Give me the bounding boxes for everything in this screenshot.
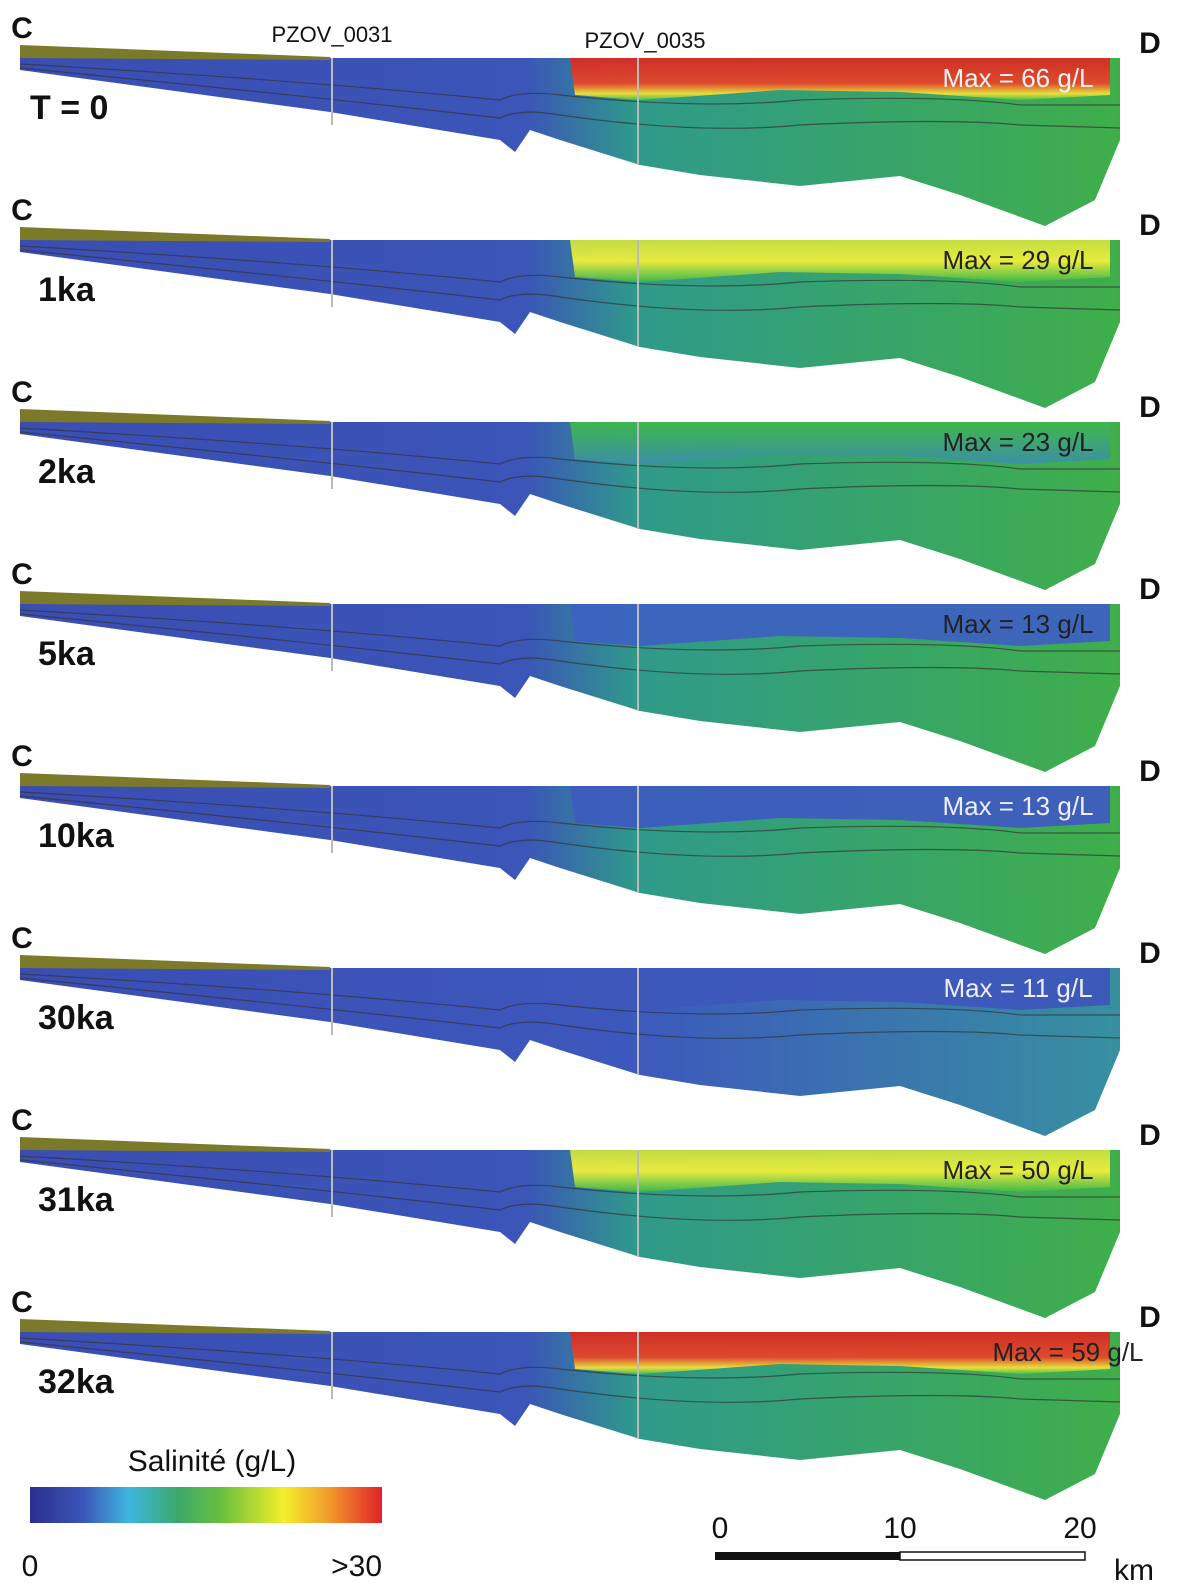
max-salinity: Max = 13 g/L [942, 609, 1093, 639]
layer-boundary [19, 245, 1120, 288]
time-label: 32ka [38, 1363, 115, 1401]
section-panel: C D 5ka Max = 13 g/L [11, 558, 1161, 772]
well-label: PZOV_0031 [271, 22, 392, 47]
layer-boundary [19, 427, 1120, 470]
time-label: 30ka [38, 999, 115, 1037]
layer-boundary [19, 1155, 1120, 1198]
time-label: 5ka [38, 635, 96, 673]
scale-bar [715, 1552, 900, 1560]
layer-boundary [19, 795, 1121, 857]
section-domain [20, 604, 1120, 772]
saline-zone [570, 58, 1110, 100]
section-end-label: D [1139, 391, 1161, 424]
legend-title: Salinité (g/L) [128, 1445, 296, 1478]
surface-layer [20, 773, 330, 788]
saline-zone [570, 240, 1110, 282]
saline-zone [570, 1332, 1110, 1374]
surface-layer [20, 1137, 330, 1152]
layer-boundary [19, 249, 1121, 311]
section-panel: C D 31ka Max = 50 g/L [11, 1104, 1161, 1318]
section-start-label: C [11, 922, 33, 955]
surface-layer [20, 591, 330, 606]
layer-boundary [19, 977, 1121, 1039]
legend-min: 0 [22, 1550, 39, 1583]
section-panel: C D 32ka Max = 59 g/L [11, 1286, 1161, 1500]
scale-label: 10 [883, 1512, 916, 1545]
section-panel: C D 1ka Max = 29 g/L [11, 194, 1161, 408]
section-start-label: C [11, 12, 33, 45]
saline-zone [570, 422, 1110, 464]
section-panel: C D 30ka Max = 11 g/L [11, 922, 1161, 1136]
layer-boundary [19, 609, 1120, 652]
section-start-label: C [11, 194, 33, 227]
section-end-label: D [1139, 937, 1161, 970]
section-domain [20, 968, 1120, 1136]
time-label: 1ka [38, 271, 96, 309]
section-end-label: D [1139, 209, 1161, 242]
colorbar [30, 1487, 382, 1523]
layer-boundary [19, 1159, 1121, 1221]
max-salinity: Max = 59 g/L [992, 1337, 1143, 1367]
section-panel: C D T = 0 Max = 66 g/L [11, 12, 1161, 226]
scale-bar [899, 1551, 1086, 1561]
scale-label: 0 [712, 1512, 729, 1545]
time-label: 2ka [38, 453, 96, 491]
surface-layer [20, 45, 330, 60]
max-salinity: Max = 13 g/L [942, 791, 1093, 821]
saline-zone [570, 1150, 1110, 1192]
layer-boundary [19, 431, 1121, 493]
time-label: T = 0 [30, 89, 108, 127]
max-salinity: Max = 11 g/L [943, 973, 1092, 1003]
layer-boundary [19, 613, 1121, 675]
well-label: PZOV_0035 [584, 28, 705, 53]
section-panel: C D 2ka Max = 23 g/L [11, 376, 1161, 590]
section-start-label: C [11, 1104, 33, 1137]
section-end-label: D [1139, 1119, 1161, 1152]
max-salinity: Max = 50 g/L [942, 1155, 1093, 1185]
section-start-label: C [11, 376, 33, 409]
surface-layer [20, 955, 330, 970]
max-salinity: Max = 29 g/L [942, 245, 1093, 275]
section-domain [20, 240, 1120, 408]
section-start-label: C [11, 1286, 33, 1319]
section-domain [20, 1150, 1120, 1318]
max-salinity: Max = 66 g/L [942, 63, 1093, 93]
time-label: 31ka [38, 1181, 115, 1219]
section-end-label: D [1139, 1301, 1161, 1334]
layer-boundary [19, 67, 1121, 129]
max-salinity: Max = 23 g/L [942, 427, 1093, 457]
layer-boundary [19, 791, 1120, 834]
surface-layer [20, 227, 330, 242]
section-start-label: C [11, 558, 33, 591]
saline-zone [570, 968, 1110, 1010]
layer-boundary [19, 1341, 1121, 1403]
surface-layer [20, 1319, 330, 1334]
layer-boundary [19, 973, 1120, 1016]
section-end-label: D [1139, 27, 1161, 60]
section-domain [20, 422, 1120, 590]
scale-label: 20 [1063, 1512, 1096, 1545]
time-label: 10ka [38, 817, 115, 855]
section-panel: C D 10ka Max = 13 g/L [11, 740, 1161, 954]
layer-boundary [19, 1337, 1120, 1380]
saline-zone [570, 786, 1110, 828]
section-domain [20, 786, 1120, 954]
layer-boundary [19, 63, 1120, 106]
section-end-label: D [1139, 573, 1161, 606]
saline-zone [570, 604, 1110, 646]
legend-max: >30 [331, 1550, 382, 1583]
section-end-label: D [1139, 755, 1161, 788]
section-start-label: C [11, 740, 33, 773]
section-domain [20, 58, 1120, 226]
scale-unit: km [1114, 1554, 1154, 1584]
surface-layer [20, 409, 330, 424]
section-domain [20, 1332, 1120, 1500]
